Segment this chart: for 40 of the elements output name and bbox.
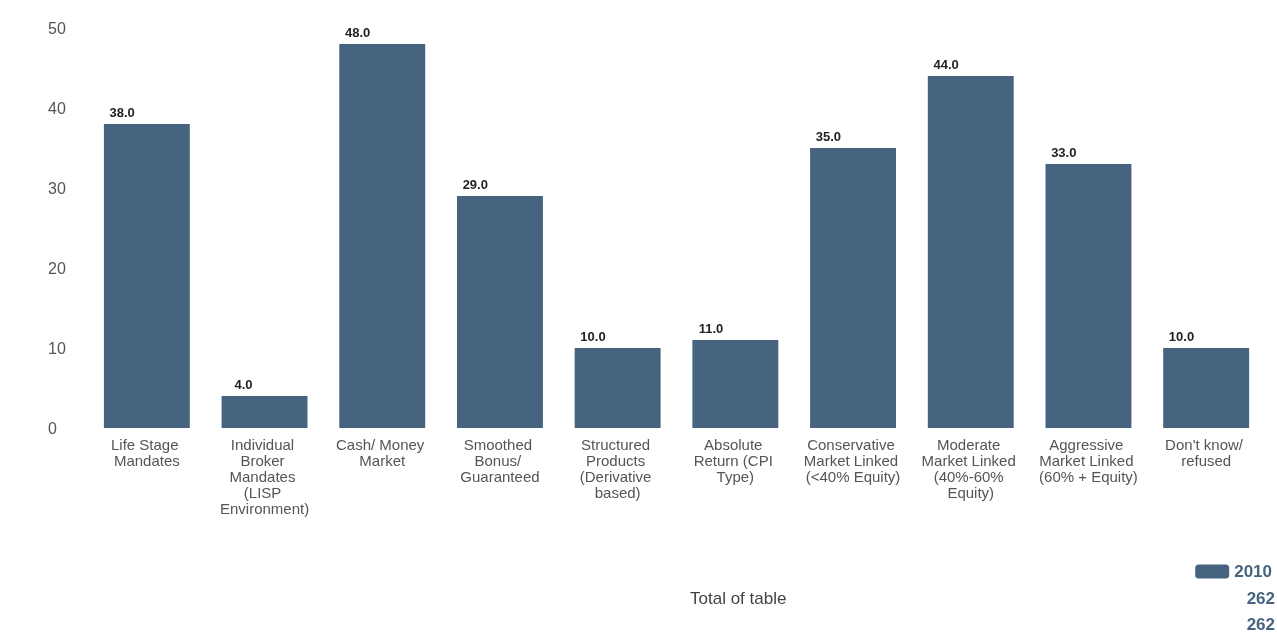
x-tick-label: Smoothed Bonus/ Guaranteed [460,435,540,485]
x-tick-label: Don't know/ refused [1165,435,1248,469]
data-label: 10.0 [580,329,606,344]
bar [1163,348,1250,428]
x-tick-label: Cash/ Money Market [335,435,429,469]
y-tick-label: 10 [48,339,66,357]
data-label: 4.0 [234,377,253,392]
data-label: 48.0 [344,25,371,40]
bar [810,148,897,428]
x-tick-label: Aggressive Market Linked (60% + Equity) [1039,435,1138,485]
data-label: 35.0 [815,129,842,144]
x-tick-label: Life Stage Mandates [110,435,183,469]
data-label: 29.0 [462,177,488,192]
y-tick-label: 0 [48,419,57,437]
data-label: 10.0 [1168,329,1195,344]
bar [103,124,190,428]
bar [927,76,1014,428]
x-tick-label: Structured Products (Derivative based) [579,435,656,501]
y-tick-label: 30 [48,179,66,197]
bar [1045,164,1132,428]
text: 262 [1246,615,1276,634]
text: 262 [1246,589,1276,608]
y-tick-label: 50 [48,19,66,37]
y-tick-label: 20 [48,259,66,277]
x-tick-label: Moderate Market Linked (40%-60% Equity) [921,435,1020,501]
legend-label: 2010 [1234,562,1273,581]
text: Total of table [690,589,787,608]
bar [692,340,779,428]
bar [339,44,426,428]
x-tick-label: Absolute Return (CPI Type) [693,435,778,485]
x-tick-label: Individual Broker Mandates (LISP Environment) [219,435,310,517]
bar [456,196,543,428]
data-label: 38.0 [109,105,135,120]
data-label: 44.0 [933,57,959,72]
bar [574,348,661,428]
data-label: 33.0 [1051,145,1077,160]
x-tick-label: Conservative Market Linked (<40% Equity) [803,435,903,485]
y-tick-label: 40 [48,99,66,117]
bar [221,396,308,428]
data-label: 11.0 [698,321,724,336]
